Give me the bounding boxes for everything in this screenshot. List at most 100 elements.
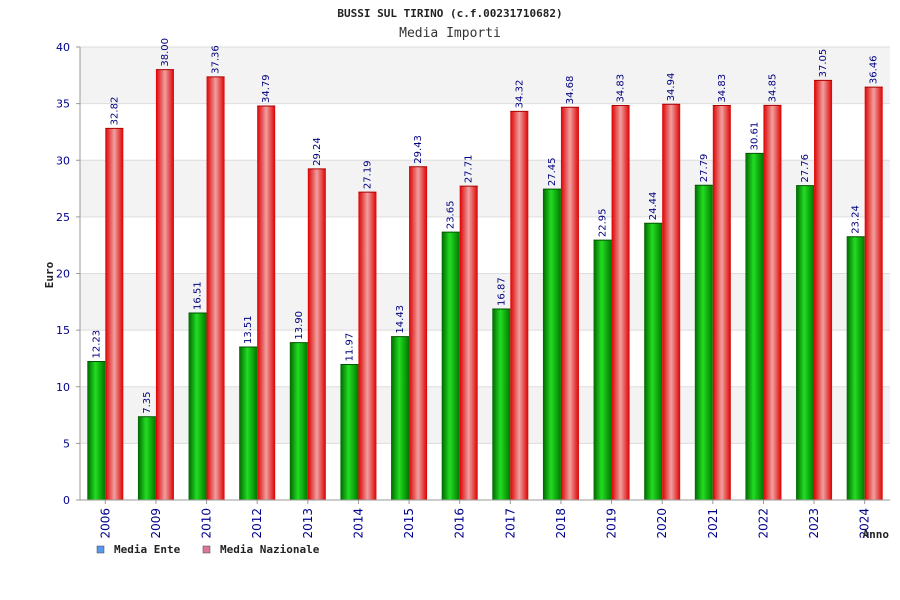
y-axis-label: Euro <box>43 261 56 288</box>
x-tick-label: 2023 <box>807 508 821 539</box>
data-label: 37.05 <box>818 49 829 78</box>
y-tick-label: 25 <box>56 211 70 224</box>
bar-media-ente <box>391 336 410 500</box>
bar-media-nazionale <box>712 105 731 501</box>
x-tick-label: 2009 <box>149 508 163 539</box>
y-tick-label: 35 <box>56 98 70 111</box>
data-label: 27.71 <box>464 155 475 184</box>
bar-media-nazionale <box>662 104 681 500</box>
data-label: 27.19 <box>362 160 373 189</box>
bar-media-ente <box>239 346 258 500</box>
data-label: 37.36 <box>211 45 222 74</box>
y-tick-label: 5 <box>63 437 70 450</box>
bar-media-ente <box>644 223 663 501</box>
legend: Media Ente Media Nazionale <box>96 543 320 556</box>
data-label: 34.79 <box>261 74 272 103</box>
bar-media-nazionale <box>206 76 225 500</box>
data-label: 23.65 <box>446 201 457 230</box>
bars <box>87 69 883 501</box>
data-label: 34.85 <box>767 74 778 103</box>
data-label: 38.00 <box>160 38 171 67</box>
legend-label-media-nazionale: Media Nazionale <box>220 543 320 556</box>
chart-title: BUSSI SUL TIRINO (c.f.00231710682) <box>337 7 562 20</box>
y-axis-ticks: 0 5 10 15 20 25 30 35 40 <box>56 41 80 507</box>
data-label: 14.43 <box>395 305 406 334</box>
data-label: 32.82 <box>109 97 120 126</box>
bar-media-nazionale <box>155 69 174 501</box>
bar-media-nazionale <box>459 186 478 500</box>
chart-subtitle: Media Importi <box>399 26 501 41</box>
y-tick-label: 10 <box>56 381 70 394</box>
bar-media-ente <box>188 313 207 500</box>
data-label: 16.51 <box>193 281 204 310</box>
data-label: 27.79 <box>699 154 710 183</box>
bar-media-nazionale <box>358 192 377 501</box>
data-label: 34.32 <box>514 80 525 109</box>
bar-media-ente <box>694 185 713 500</box>
data-label: 34.83 <box>717 74 728 103</box>
y-tick-label: 30 <box>56 154 70 167</box>
bar-media-nazionale <box>307 168 326 500</box>
y-tick-label: 15 <box>56 324 70 337</box>
data-label: 7.35 <box>142 391 153 413</box>
data-label: 34.94 <box>666 73 677 102</box>
x-axis-ticks: 2006 2009 2010 2012 2013 2014 2015 2016 2017 2018… <box>98 500 872 539</box>
bar-media-nazionale <box>510 111 529 501</box>
bar-media-nazionale <box>611 105 630 501</box>
legend-swatch-media-ente <box>96 545 105 554</box>
x-tick-label: 2019 <box>605 508 619 539</box>
legend-label-media-ente: Media Ente <box>114 543 181 556</box>
data-label: 36.46 <box>869 55 880 84</box>
bar-media-nazionale <box>409 166 428 500</box>
y-tick-label: 20 <box>56 268 70 281</box>
x-tick-label: 2018 <box>554 508 568 539</box>
bar-media-ente <box>593 240 612 500</box>
data-label: 16.87 <box>496 277 507 306</box>
data-label: 34.68 <box>565 76 576 105</box>
x-tick-label: 2015 <box>402 508 416 539</box>
x-tick-label: 2012 <box>250 508 264 539</box>
data-label: 13.90 <box>294 311 305 340</box>
data-label: 29.43 <box>413 135 424 164</box>
data-label: 12.23 <box>91 330 102 359</box>
data-label: 23.24 <box>851 205 862 234</box>
bar-media-ente <box>137 416 156 500</box>
bar-media-nazionale <box>105 128 124 500</box>
data-label: 22.95 <box>598 208 609 237</box>
x-tick-label: 2014 <box>351 508 365 539</box>
bar-media-nazionale <box>257 106 276 501</box>
data-label: 13.51 <box>243 315 254 344</box>
x-tick-label: 2022 <box>756 508 770 539</box>
data-label: 30.61 <box>749 122 760 151</box>
bar-media-ente <box>289 342 308 500</box>
data-label: 27.76 <box>800 154 811 183</box>
bar-media-ente <box>542 189 561 500</box>
data-label: 11.97 <box>344 333 355 362</box>
x-tick-label: 2020 <box>655 508 669 539</box>
bar-media-nazionale <box>814 80 833 500</box>
x-tick-label: 2021 <box>706 508 720 539</box>
y-tick-label: 40 <box>56 41 70 54</box>
data-label: 34.83 <box>616 74 627 103</box>
legend-swatch-media-nazionale <box>202 545 211 554</box>
data-label: 24.44 <box>648 192 659 221</box>
x-axis-label: Anno <box>863 528 890 541</box>
x-tick-label: 2016 <box>453 508 467 539</box>
data-label: 29.24 <box>312 137 323 166</box>
bar-media-ente <box>340 364 359 500</box>
bar-media-nazionale <box>763 105 782 500</box>
bar-media-ente <box>87 361 106 500</box>
x-tick-label: 2006 <box>98 508 112 539</box>
bar-media-nazionale <box>560 107 579 501</box>
y-tick-label: 0 <box>63 494 70 507</box>
x-tick-label: 2010 <box>200 508 214 539</box>
bar-media-nazionale <box>864 87 883 500</box>
value-labels: 12.23 32.82 7.35 38.00 16.51 37.36 13.51 34.79 1… <box>91 38 879 414</box>
bar-media-ente <box>846 236 865 500</box>
bar-media-ente <box>745 153 764 501</box>
bar-media-ente <box>441 232 460 500</box>
data-label: 27.45 <box>547 157 558 186</box>
bar-media-ente <box>796 185 815 501</box>
x-tick-label: 2013 <box>301 508 315 539</box>
